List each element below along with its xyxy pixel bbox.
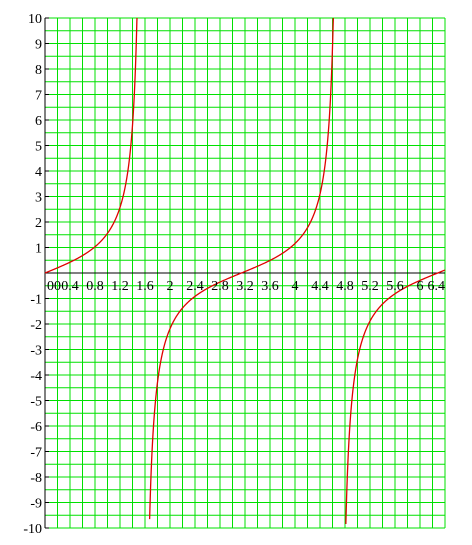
y-tick-label: 5 bbox=[35, 140, 42, 155]
x-tick-label: 0.8 bbox=[86, 279, 104, 294]
tan-curve-branch bbox=[148, 17, 334, 520]
x-tick-label: 0 bbox=[54, 279, 61, 294]
y-tick-label: 9 bbox=[35, 38, 42, 53]
x-tick-label: 3.2 bbox=[236, 279, 254, 294]
x-tick-label: 2.8 bbox=[211, 279, 229, 294]
y-tick-label: 2 bbox=[35, 216, 42, 231]
x-tick-label: 1.2 bbox=[111, 279, 129, 294]
x-tick-label: 0.4 bbox=[61, 279, 79, 294]
y-tick-label: -6 bbox=[30, 420, 42, 435]
y-tick-label: 8 bbox=[35, 63, 42, 78]
y-tick-label: 3 bbox=[35, 191, 42, 206]
x-tick-label: 2 bbox=[167, 279, 174, 294]
x-tick-label: 1.6 bbox=[136, 279, 154, 294]
x-tick-label: 2.4 bbox=[186, 279, 204, 294]
y-tick-label: -9 bbox=[30, 497, 42, 512]
curves bbox=[44, 17, 446, 524]
x-tick-label: 3.6 bbox=[261, 279, 279, 294]
y-tick-label: -5 bbox=[30, 395, 42, 410]
tan-curve-branch bbox=[345, 269, 446, 524]
x-tick-label: 4.4 bbox=[311, 279, 329, 294]
y-tick-label: 6 bbox=[35, 114, 42, 129]
x-tick-label: 5.6 bbox=[386, 279, 404, 294]
y-tick-label: -8 bbox=[30, 471, 42, 486]
y-tick-label: -10 bbox=[23, 522, 42, 537]
tan-curve-branch bbox=[44, 17, 138, 274]
y-tick-label: 10 bbox=[28, 12, 42, 27]
y-tick-label: -1 bbox=[30, 293, 42, 308]
y-tick-label: 7 bbox=[35, 89, 42, 104]
y-tick-label: 4 bbox=[35, 165, 42, 180]
y-tick-label: -4 bbox=[30, 369, 42, 384]
x-tick-label: 4.8 bbox=[336, 279, 354, 294]
y-tick-label: 1 bbox=[35, 242, 42, 257]
y-tick-label: -3 bbox=[30, 344, 42, 359]
x-tick-label: 6.4 bbox=[428, 279, 446, 294]
x-tick-label: 6 bbox=[417, 279, 424, 294]
y-tick-label: -7 bbox=[30, 446, 42, 461]
y-tick-label: -2 bbox=[30, 318, 42, 333]
x-tick-label: 0 bbox=[47, 279, 54, 294]
x-tick-label: 4 bbox=[292, 279, 299, 294]
x-tick-label: 5.2 bbox=[361, 279, 379, 294]
